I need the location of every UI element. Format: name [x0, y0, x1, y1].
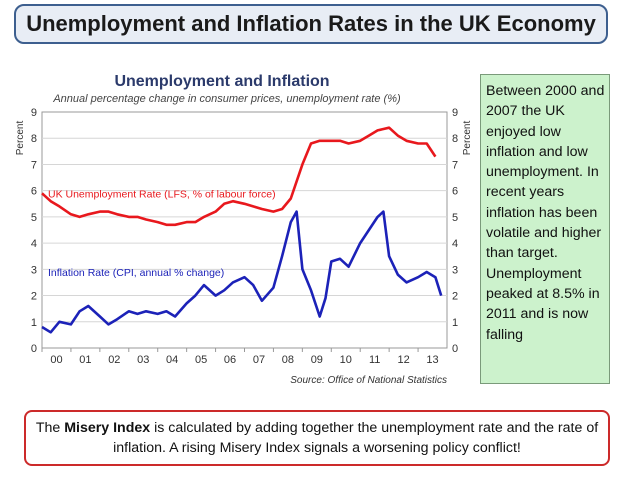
y-tick-left: 3	[31, 264, 37, 276]
plot-area	[41, 111, 448, 349]
y-tick-right: 6	[452, 186, 458, 198]
x-tick-label: 05	[195, 354, 207, 366]
series-line-1	[41, 210, 443, 334]
note-box: Between 2000 and 2007 the UK enjoyed low…	[480, 74, 610, 384]
slide-title: Unemployment and Inflation Rates in the …	[26, 11, 596, 36]
x-tick-label: 02	[108, 354, 120, 366]
chart-svg: Unemployment and Inflation Annual percent…	[15, 73, 473, 386]
footer-pre: The	[35, 420, 65, 436]
y-tick-right: 2	[452, 291, 458, 303]
y-tick-right: 1	[452, 317, 458, 329]
y-tick-left: 4	[31, 238, 37, 250]
x-tick-label: 03	[137, 354, 149, 366]
note-text: Between 2000 and 2007 the UK enjoyed low…	[486, 83, 605, 343]
y-tick-right: 0	[452, 343, 458, 355]
y-tick-right: 4	[452, 238, 458, 250]
y-tick-left: 7	[31, 159, 37, 171]
y-tick-right: 7	[452, 159, 458, 171]
chart-subtitle: Annual percentage change in consumer pri…	[52, 93, 401, 105]
series-line-0	[41, 126, 437, 227]
series-label-0: UK Unemployment Rate (LFS, % of labour f…	[48, 188, 276, 200]
y-tick-right: 8	[452, 133, 458, 145]
series-label-1: Inflation Rate (CPI, annual % change)	[48, 267, 224, 279]
x-tick-label: 04	[166, 354, 178, 366]
y-tick-left: 5	[31, 212, 37, 224]
y-tick-right: 3	[452, 264, 458, 276]
y-tick-right: 9	[452, 107, 458, 119]
y-tick-left: 9	[31, 107, 37, 119]
y-tick-left: 8	[31, 133, 37, 145]
y-tick-left: 1	[31, 317, 37, 329]
chart: Unemployment and Inflation Annual percent…	[12, 66, 478, 398]
y-tick-right: 5	[452, 212, 458, 224]
x-tick-label: 11	[369, 354, 380, 366]
x-tick-label: 08	[282, 354, 294, 366]
x-tick-label: 00	[50, 354, 62, 366]
x-tick-label: 06	[224, 354, 236, 366]
x-tick-label: 01	[79, 354, 91, 366]
footer-post: is calculated by adding together the une…	[113, 420, 599, 456]
y-tick-left: 0	[31, 343, 37, 355]
slide-title-box: Unemployment and Inflation Rates in the …	[14, 4, 608, 44]
chart-title: Unemployment and Inflation	[114, 73, 329, 90]
x-tick-label: 09	[311, 354, 323, 366]
footer-text: The Misery Index is calculated by adding…	[32, 418, 602, 458]
y-tick-left: 2	[31, 291, 37, 303]
x-tick-label: 10	[340, 354, 352, 366]
footer-bold: Misery Index	[64, 420, 151, 436]
y-axis-label-left: Percent	[15, 121, 26, 156]
y-tick-left: 6	[31, 186, 37, 198]
x-tick-label: 12	[397, 354, 409, 366]
x-tick-label: 07	[253, 354, 265, 366]
y-axis-label-right: Percent	[462, 121, 473, 156]
x-tick-label: 13	[426, 354, 438, 366]
footer-box: The Misery Index is calculated by adding…	[24, 410, 610, 466]
chart-source: Source: Office of National Statistics	[290, 375, 447, 386]
